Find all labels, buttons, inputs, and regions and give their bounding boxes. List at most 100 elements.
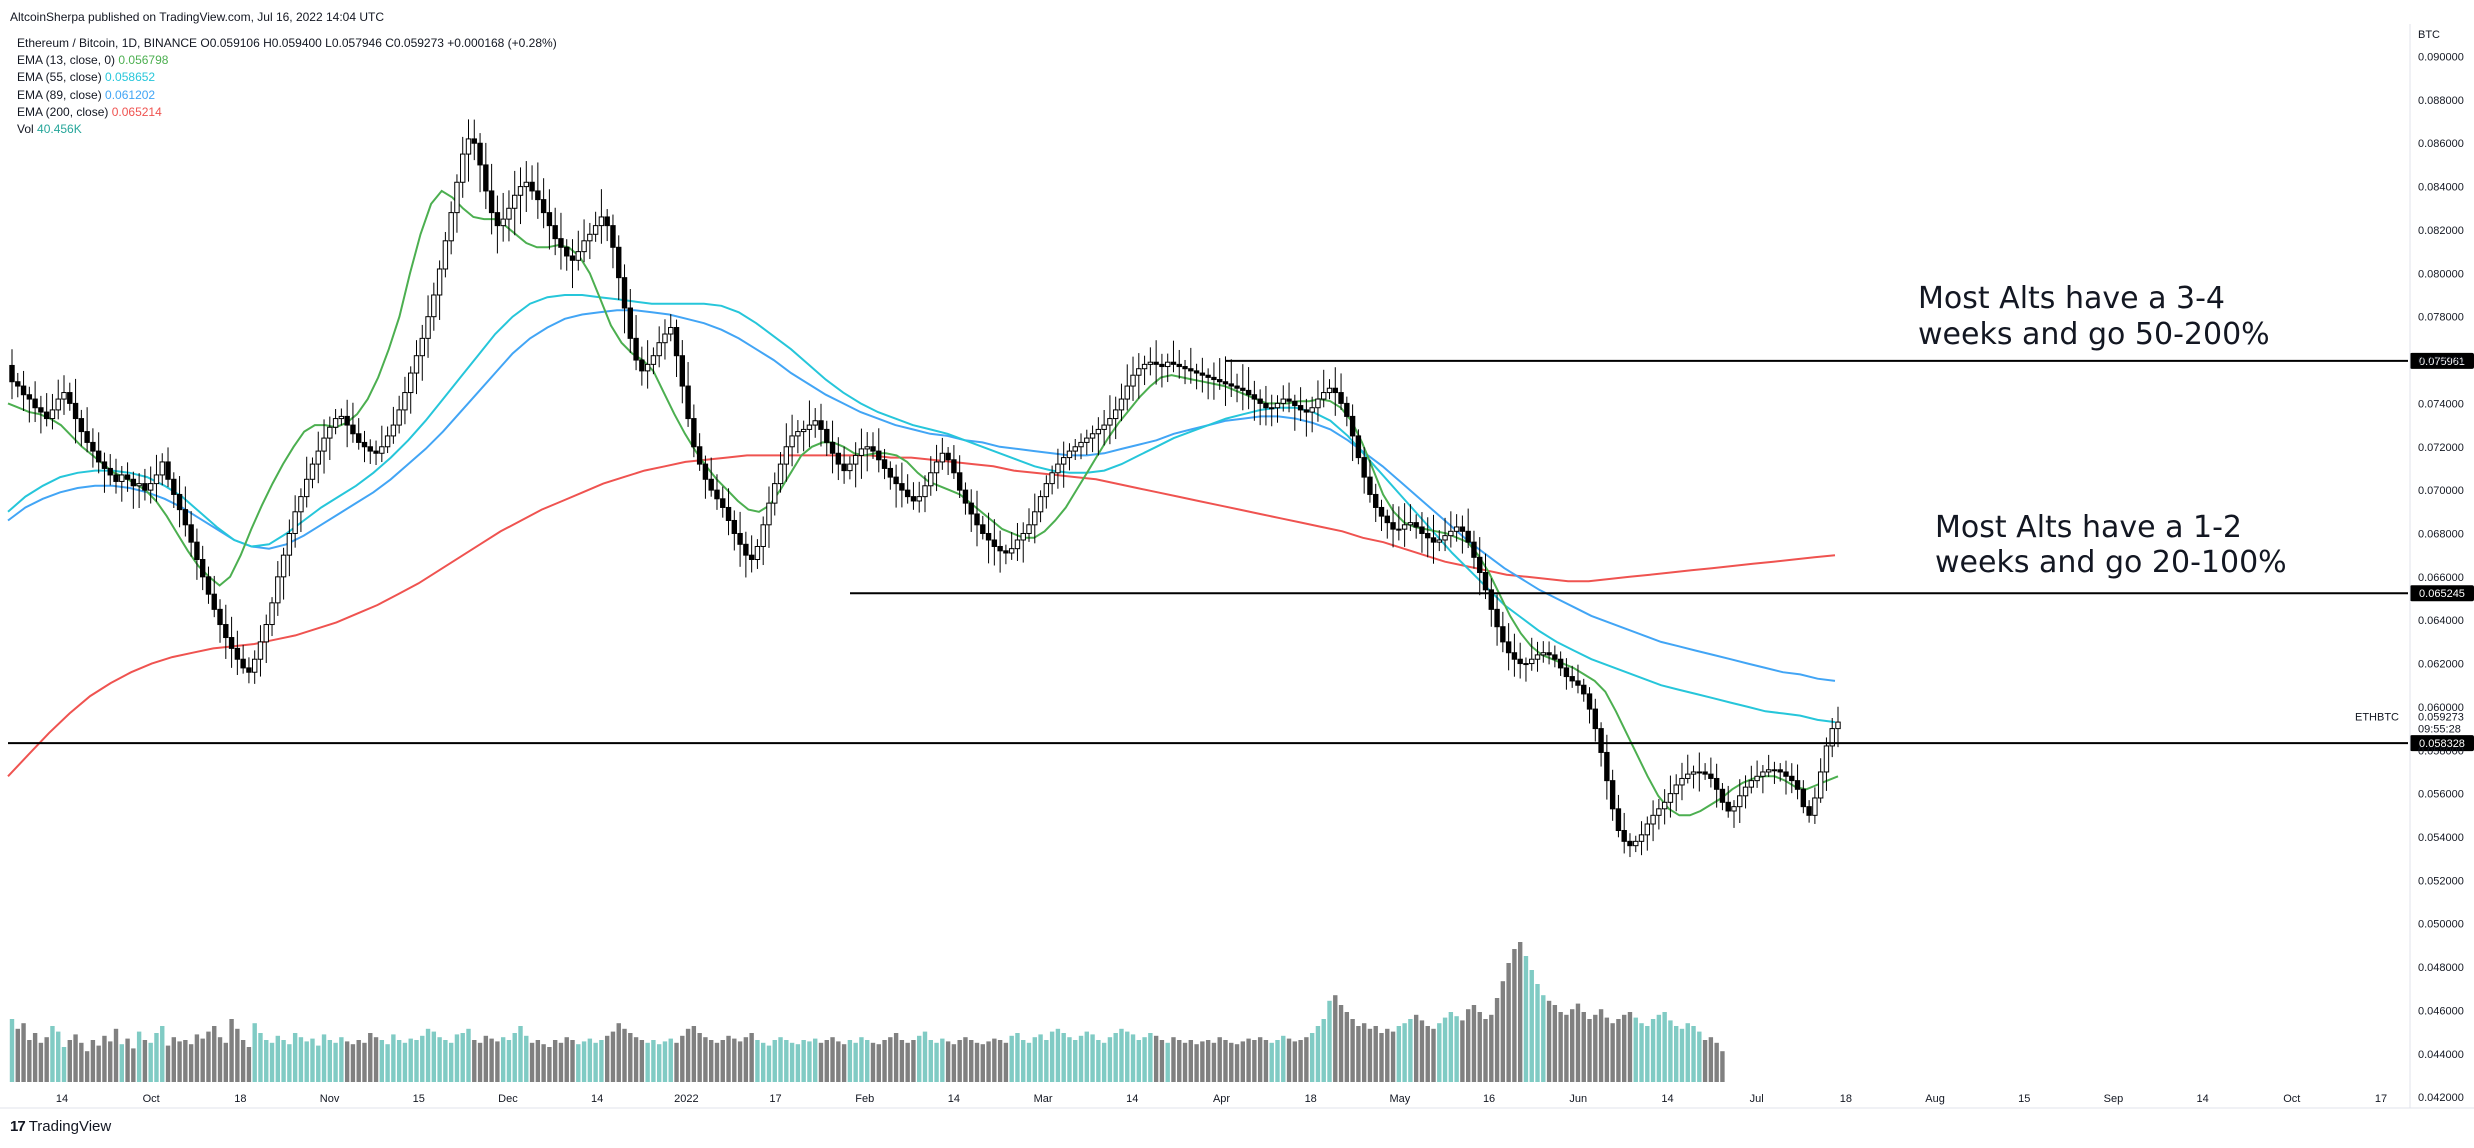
y-tick-label: 0.082000 (2418, 225, 2464, 237)
volume-bar (1691, 1026, 1696, 1082)
candle (1627, 840, 1633, 847)
candle (234, 647, 241, 660)
candle (1511, 652, 1518, 660)
volume-bar (1483, 1019, 1488, 1082)
volume-bar (1460, 1020, 1465, 1082)
legend-ema200[interactable]: EMA (200, close) 0.065214 (17, 104, 557, 121)
candle (84, 431, 90, 443)
volume-bar (1702, 1040, 1708, 1082)
volume-bar (992, 1038, 997, 1082)
candle (748, 554, 755, 560)
candle (1656, 808, 1662, 816)
candle (390, 424, 397, 437)
volume-bar (1240, 1041, 1246, 1082)
candle (338, 415, 345, 420)
price-axis[interactable]: 0.075961 0.065245 0.058328 BTC 0.042000 0.044… (2355, 24, 2474, 1108)
volume-bar (1569, 1009, 1575, 1082)
legend-ema89[interactable]: EMA (89, close) 0.061202 (17, 87, 557, 104)
tradingview-footer: 17 TradingView (10, 1118, 111, 1135)
candle (904, 489, 911, 498)
volume-bar (1413, 1014, 1419, 1082)
volume-bar (755, 1040, 760, 1082)
ema200-line (7, 454, 1836, 777)
volume-bar (500, 1037, 506, 1082)
y-tick-label: 0.070000 (2418, 485, 2464, 497)
volume-bar (489, 1038, 494, 1082)
y-tick-label: 0.046000 (2418, 1005, 2464, 1017)
candle (275, 576, 281, 604)
candle (1101, 424, 1107, 430)
candle (61, 392, 67, 400)
candle (523, 181, 529, 188)
candle (107, 467, 113, 476)
volume-bar (639, 1040, 645, 1082)
y-tick-label: 0.052000 (2418, 875, 2464, 887)
volume-bar (1587, 1019, 1592, 1082)
candle (933, 461, 940, 474)
candle (1604, 751, 1610, 782)
last-price-label: 0.059273 (2418, 712, 2464, 724)
candle (1066, 450, 1073, 459)
volume-bar (535, 1040, 541, 1082)
volume-bar (1697, 1031, 1702, 1082)
legend-ema55[interactable]: EMA (55, close) 0.058652 (17, 69, 557, 86)
volume-bar (148, 1042, 153, 1082)
volume-bar (21, 1023, 26, 1082)
volume-bar (200, 1038, 205, 1082)
horizontal-levels[interactable] (8, 359, 2408, 745)
x-tick-label: Nov (320, 1093, 340, 1105)
candle (1569, 676, 1575, 682)
candle (1136, 368, 1142, 376)
volume-bar (396, 1040, 402, 1082)
candle (1638, 834, 1645, 842)
candle (1049, 472, 1055, 485)
volume-bar (986, 1041, 991, 1082)
candle (1014, 539, 1021, 550)
candle (142, 483, 148, 491)
level-price-tag (2410, 352, 2474, 369)
candle (1199, 372, 1206, 376)
candle (1765, 769, 1772, 773)
candle (754, 545, 761, 560)
volume-bar (720, 1040, 725, 1082)
legend-volume[interactable]: Vol 40.456K (17, 121, 557, 138)
y-tick-label: 0.086000 (2418, 138, 2464, 150)
volume-bar (1517, 942, 1523, 1082)
candle (956, 472, 963, 491)
volume-bar (1356, 1026, 1361, 1082)
volume-bar (1281, 1035, 1286, 1082)
y-tick-label: 0.064000 (2418, 615, 2464, 627)
volume-bar (292, 1033, 298, 1082)
volume-bar (547, 1047, 552, 1082)
legend: Ethereum / Bitcoin, 1D, BINANCE O0.05910… (17, 35, 557, 138)
legend-ema13[interactable]: EMA (13, close, 0) 0.056798 (17, 52, 557, 69)
time-axis[interactable]: 14 Oct 18 Nov 15 Dec 14 2022 17 Feb 14 Mar 14 Apr 18 Ma… (0, 1093, 2474, 1109)
candle (1650, 814, 1656, 825)
volume-bar (1101, 1042, 1107, 1082)
volume-bar (1633, 1017, 1638, 1082)
candle (228, 637, 235, 649)
candle (182, 509, 189, 526)
candle (500, 218, 506, 227)
volume-bar (1523, 956, 1529, 1082)
volume-bar (1350, 1019, 1355, 1082)
candle (15, 381, 21, 387)
candle (1228, 383, 1234, 387)
candle (858, 448, 865, 456)
volume-bar (1581, 1012, 1586, 1082)
candle (1297, 405, 1304, 411)
volume-bar (524, 1035, 529, 1082)
volume-bar (934, 1042, 939, 1082)
candle (1442, 535, 1448, 541)
candle (1488, 589, 1494, 610)
x-tick-label: 17 (769, 1093, 781, 1105)
candle (1453, 526, 1460, 532)
volume-bar (1113, 1033, 1118, 1082)
candle (928, 472, 934, 487)
candle (1742, 786, 1749, 797)
candle (1806, 806, 1812, 816)
volume-bar (252, 1023, 257, 1082)
x-tick-label: 2022 (674, 1093, 698, 1105)
candle (1043, 483, 1050, 498)
